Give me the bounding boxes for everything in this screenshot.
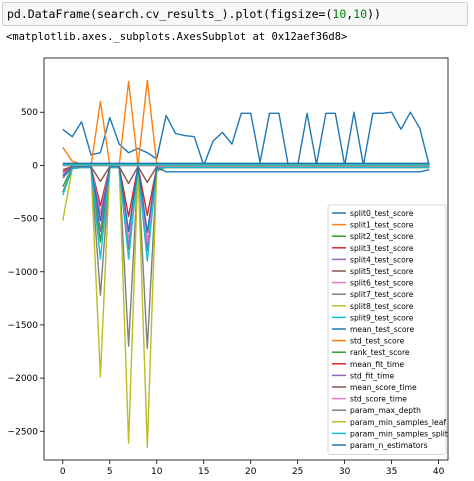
code-comma: , bbox=[346, 7, 354, 21]
legend-label-mean_test_score: mean_test_score bbox=[350, 325, 414, 334]
x-tick-label-10: 10 bbox=[151, 467, 163, 477]
legend-label-split3_test_score: split3_test_score bbox=[350, 244, 414, 253]
code-suffix: )) bbox=[367, 7, 381, 21]
code-prefix: pd.DataFrame(search.cv_results_).plot(fi… bbox=[7, 7, 333, 21]
code-number-2: 10 bbox=[353, 7, 368, 21]
legend-label-split4_test_score: split4_test_score bbox=[350, 255, 414, 264]
y-tick-label-0: 0 bbox=[32, 161, 38, 171]
legend bbox=[327, 204, 447, 456]
legend-label-std_test_score: std_test_score bbox=[350, 337, 405, 346]
x-tick-label-0: 0 bbox=[60, 467, 66, 477]
x-tick-label-40: 40 bbox=[433, 467, 445, 477]
series-line-mean_test_score bbox=[62, 165, 430, 234]
x-tick-label-15: 15 bbox=[198, 467, 209, 477]
legend-label-std_score_time: std_score_time bbox=[350, 395, 407, 404]
legend-label-split2_test_score: split2_test_score bbox=[350, 232, 414, 241]
x-tick-label-5: 5 bbox=[107, 467, 113, 477]
legend-label-param_max_depth: param_max_depth bbox=[350, 406, 421, 415]
output-text: <matplotlib.axes._subplots.AxesSubplot a… bbox=[6, 31, 348, 43]
y-tick-label--2500: −2500 bbox=[8, 427, 39, 437]
x-tick-label-35: 35 bbox=[386, 467, 397, 477]
legend-label-mean_score_time: mean_score_time bbox=[350, 383, 417, 392]
y-tick-label--2000: −2000 bbox=[8, 374, 39, 384]
code-cell[interactable]: pd.DataFrame(search.cv_results_).plot(fi… bbox=[2, 2, 468, 26]
legend-label-split0_test_score: split0_test_score bbox=[350, 209, 414, 218]
y-tick-label--1500: −1500 bbox=[8, 321, 39, 331]
legend-label-split6_test_score: split6_test_score bbox=[350, 279, 414, 288]
legend-label-split9_test_score: split9_test_score bbox=[350, 313, 414, 322]
y-tick-label--1000: −1000 bbox=[8, 268, 39, 278]
x-tick-label-25: 25 bbox=[292, 467, 303, 477]
legend-label-split5_test_score: split5_test_score bbox=[350, 267, 414, 276]
legend-label-param_min_samples_split: param_min_samples_split bbox=[350, 429, 448, 438]
legend-label-std_fit_time: std_fit_time bbox=[350, 371, 395, 380]
y-tick-label-500: 500 bbox=[21, 108, 38, 118]
legend-label-param_min_samples_leaf: param_min_samples_leaf bbox=[350, 418, 446, 427]
legend-label-rank_test_score: rank_test_score bbox=[350, 348, 410, 357]
legend-label-split1_test_score: split1_test_score bbox=[350, 221, 414, 230]
legend-label-param_n_estimators: param_n_estimators bbox=[350, 441, 428, 450]
x-tick-label-20: 20 bbox=[245, 467, 257, 477]
y-tick-label--500: −500 bbox=[13, 215, 38, 225]
legend-label-split8_test_score: split8_test_score bbox=[350, 302, 414, 311]
legend-label-mean_fit_time: mean_fit_time bbox=[350, 360, 404, 369]
series-line-split0_test_score bbox=[62, 111, 430, 167]
code-number-1: 10 bbox=[332, 7, 347, 21]
series-line-split9_test_score bbox=[62, 166, 430, 262]
axes-frame bbox=[43, 57, 449, 461]
x-tick-label-30: 30 bbox=[339, 467, 351, 477]
legend-label-split7_test_score: split7_test_score bbox=[350, 290, 414, 299]
